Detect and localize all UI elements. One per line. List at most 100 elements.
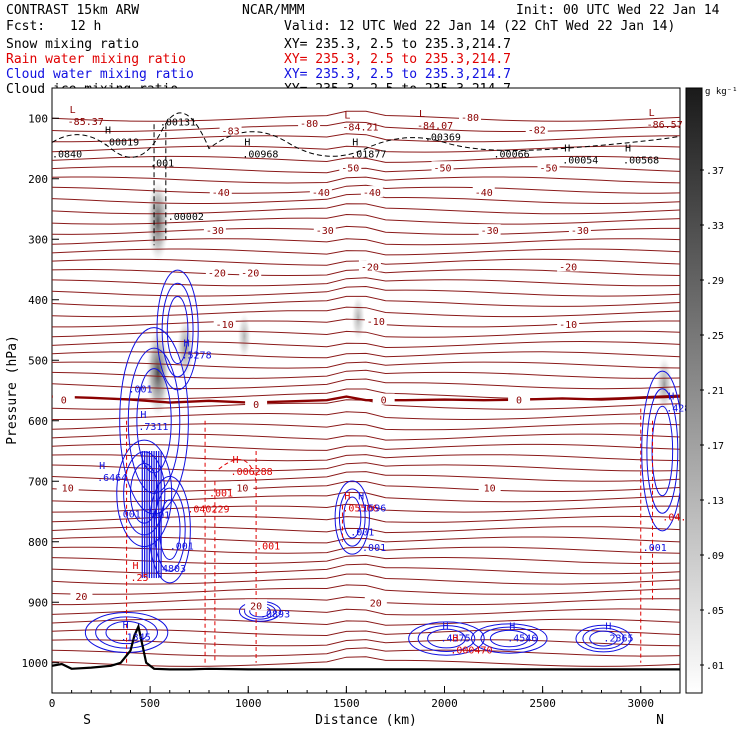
isotherm-line	[52, 369, 680, 379]
x-tick-label: 2000	[431, 697, 458, 710]
extremum-value: .001	[129, 384, 153, 395]
isotherm-label-bg	[525, 123, 548, 135]
isotherm-label-bg	[557, 260, 580, 272]
isotherm-label-bg	[209, 186, 232, 198]
extremum-value: .00968	[242, 150, 278, 161]
extremum-marker: L	[419, 109, 425, 120]
isotherm-label: -50	[539, 163, 557, 174]
colorbar-tick-label: .25	[706, 331, 724, 342]
y-axis-label: Pressure (hPa)	[5, 335, 20, 445]
chart-title: CONTRAST 15km ARW	[6, 3, 139, 18]
isotherm-label-bg	[364, 596, 387, 608]
y-tick-label: 600	[28, 415, 48, 428]
isotherm-label: -30	[481, 226, 499, 237]
colorbar-tick-label: .33	[706, 221, 724, 232]
isotherm-label: 0	[516, 396, 522, 407]
isotherm-label-bg	[231, 481, 254, 493]
cloud-water-contour	[575, 624, 632, 653]
extremum-marker: H	[509, 622, 515, 633]
colorbar-unit: g kg⁻¹	[705, 87, 738, 97]
isotherm-label-bg	[245, 397, 268, 409]
extremum-value: .05506	[342, 503, 378, 514]
valid-time: Valid: 12 UTC Wed 22 Jan 14 (22 ChT Wed …	[284, 19, 675, 34]
cloud-water-contour	[343, 496, 362, 539]
extremum-marker: H	[344, 491, 350, 502]
y-tick-label: 100	[28, 112, 48, 125]
isotherm-label: -80	[300, 119, 318, 130]
isotherm-label-bg	[70, 590, 93, 602]
x-axis: 0 500 1000 1500 2000 2500 3000	[49, 686, 661, 710]
isotherm-layer	[52, 110, 680, 667]
y-tick-label: 800	[28, 536, 48, 549]
extremum-value: .4803	[156, 564, 186, 575]
x-axis-label: Distance (km)	[315, 713, 417, 728]
isotherm-label: -50	[341, 163, 359, 174]
extremum-value: .00054	[562, 156, 598, 167]
isotherm-label-bg	[459, 111, 482, 123]
isotherm-label: -20	[361, 262, 379, 273]
y-tick-label: 200	[28, 173, 48, 186]
colorbar-tick-label: .21	[706, 386, 724, 397]
extremum-marker: H	[123, 620, 129, 631]
isotherm-line	[52, 656, 680, 667]
isotherm-label-bg	[313, 224, 336, 236]
isotherm-label-bg	[56, 481, 79, 493]
isotherm-line	[52, 443, 680, 451]
extremum-marker: H	[352, 138, 358, 149]
extremum-value: .00568	[623, 156, 659, 167]
cloud-water-contour	[489, 629, 529, 648]
extremum-value: .00369	[425, 133, 461, 144]
isotherm-line	[52, 608, 680, 616]
isotherm-line	[52, 285, 680, 297]
snow-contour	[52, 112, 680, 158]
isotherm-label: 20	[75, 592, 87, 603]
init-time: Init: 00 UTC Wed 22 Jan 14	[516, 3, 720, 18]
extremum-value: .00002	[168, 212, 204, 223]
isotherm-label-bg	[213, 317, 236, 329]
extremum-value: .4546	[507, 634, 537, 645]
shaded-region	[351, 294, 365, 341]
x-tick-label: 3000	[628, 697, 655, 710]
legend-xy: XY= 235.3, 2.5 to 235.3,214.7	[284, 67, 511, 82]
extremum-value: -85.37	[68, 117, 104, 128]
isotherm-line	[52, 155, 680, 163]
isotherm-label-bg	[557, 317, 580, 329]
extremum-value: .0893	[260, 609, 290, 620]
extremum-value: .0840	[52, 150, 82, 161]
isotherm-line	[52, 423, 680, 431]
isotherm-label: -80	[461, 113, 479, 124]
x-tick-label: 1000	[235, 697, 262, 710]
cloud-water-contour	[480, 626, 539, 651]
isotherm-label-bg	[478, 224, 501, 236]
isotherm-label: -30	[206, 226, 224, 237]
extremum-value: .1596	[356, 503, 386, 514]
extremum-value: -84.07	[417, 121, 453, 132]
terrain-line	[52, 622, 680, 671]
isotherm-line	[52, 295, 680, 307]
isotherm-label: 0	[253, 400, 259, 411]
isotherm-line	[52, 248, 680, 256]
endpoint-right: N	[656, 713, 664, 728]
fcst-label: Fcst:	[6, 19, 45, 34]
y-tick-label: 700	[28, 475, 48, 488]
extremum-value: .7311	[138, 422, 168, 433]
isotherm-label-bg	[508, 393, 531, 405]
isotherm-label-bg	[478, 481, 501, 493]
extremum-marker: H	[99, 461, 105, 472]
cloud-water-contour	[408, 621, 485, 656]
isotherm-label-bg	[309, 186, 332, 198]
isotherm-label: -40	[212, 188, 230, 199]
isotherm-label-bg	[219, 124, 242, 136]
colorbar	[685, 87, 703, 694]
isotherm-line	[52, 306, 680, 318]
y-tick-label: 500	[28, 354, 48, 367]
isotherm-label-bg	[537, 161, 560, 173]
y-tick-label: 1000	[22, 657, 49, 670]
isotherm-label-bg	[568, 224, 591, 236]
isotherm-label-bg	[360, 186, 383, 198]
isotherm-line	[52, 110, 680, 122]
isotherm-label: -10	[559, 320, 577, 331]
isotherm-line	[52, 433, 680, 441]
isotherm-label: -40	[363, 188, 381, 199]
